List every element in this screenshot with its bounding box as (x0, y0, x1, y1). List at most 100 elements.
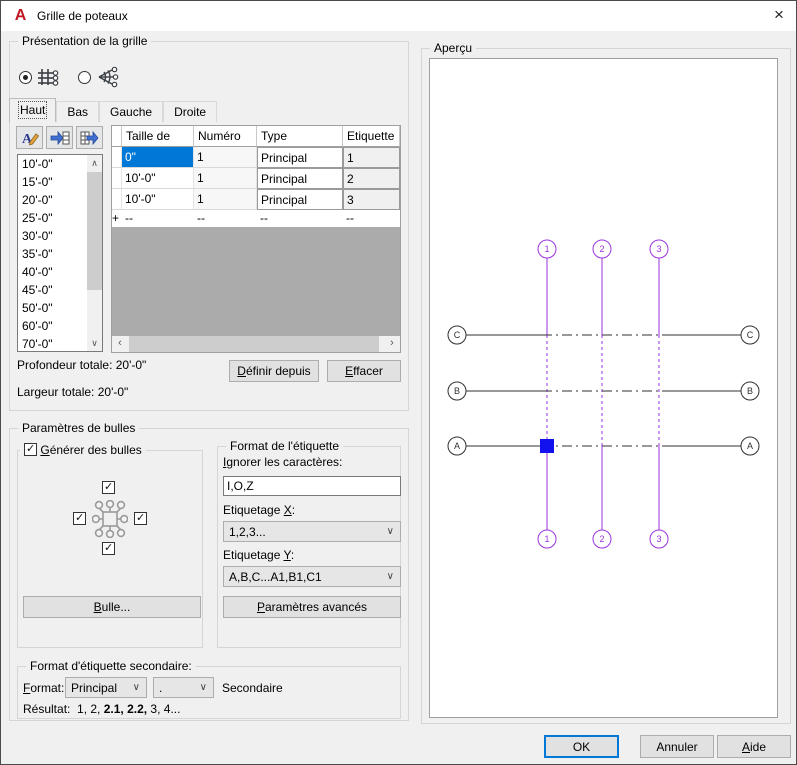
ignore-chars-input[interactable] (223, 476, 401, 496)
clear-button[interactable]: Effacer (327, 360, 401, 382)
radio-rectangular-grid[interactable] (19, 65, 60, 89)
list-item[interactable]: 20'-0" (22, 193, 53, 207)
cell-numero[interactable]: 1 (194, 168, 257, 189)
edit-label-button[interactable]: A (16, 126, 43, 149)
scroll-right-icon[interactable]: › (390, 337, 394, 349)
separator-combo[interactable]: . ∨ (153, 677, 214, 698)
list-item[interactable]: 25'-0" (22, 211, 53, 225)
grid-lines-table: Taille de Numéro Type Etiquette 0" 1 Pri… (111, 125, 401, 353)
svg-text:1: 1 (544, 244, 549, 254)
cell-etiquette[interactable]: 2 (343, 168, 400, 189)
close-icon[interactable]: × (774, 5, 784, 24)
cell-numero[interactable]: 1 (194, 147, 257, 168)
list-item[interactable]: 60'-0" (22, 319, 53, 333)
scroll-down-icon[interactable]: ∨ (91, 338, 98, 348)
add-spacing-button[interactable] (46, 126, 73, 149)
scroll-left-icon[interactable]: ‹ (118, 337, 122, 349)
list-item[interactable]: 15'-0" (22, 175, 53, 189)
secondary-label-title: Format d'étiquette secondaire: (26, 659, 196, 673)
cell-type[interactable]: -- (260, 211, 268, 225)
bubble-left-checkbox[interactable] (73, 511, 86, 525)
y-labeling-combo[interactable]: A,B,C...A1,B1,C1 ∨ (223, 566, 401, 587)
bubble-right-checkbox[interactable] (134, 511, 147, 525)
svg-text:1: 1 (544, 534, 549, 544)
cell-taille[interactable]: -- (125, 211, 133, 225)
scrollbar-thumb[interactable] (87, 172, 102, 290)
help-button[interactable]: Aide (717, 735, 791, 758)
autocad-logo-icon: A (14, 7, 27, 24)
tab-bas[interactable]: Bas (56, 101, 100, 122)
grid-type-radios (19, 65, 119, 89)
list-item[interactable]: 40'-0" (22, 265, 53, 279)
bubble-col-3-bottom (649, 529, 669, 549)
bubble-top-checkbox[interactable] (102, 480, 115, 494)
define-from-button[interactable]: Définir depuis (229, 360, 319, 382)
list-item[interactable]: 10'-0" (22, 157, 53, 171)
tab-droite[interactable]: Droite (163, 101, 218, 122)
cell-etiquette[interactable]: -- (346, 211, 354, 225)
table-arrow-out-icon (80, 130, 99, 145)
list-item[interactable]: 45'-0" (22, 283, 53, 297)
cancel-button[interactable]: Annuler (640, 735, 714, 758)
bulle-button[interactable]: Bulle... (23, 596, 201, 618)
svg-text:C: C (747, 330, 754, 340)
svg-text:A: A (22, 132, 33, 146)
arrow-into-table-icon (50, 130, 69, 145)
table-hscrollbar[interactable]: ‹ › (112, 336, 400, 352)
radio-radial-grid[interactable] (78, 65, 119, 89)
advanced-settings-button[interactable]: Paramètres avancés (223, 596, 401, 618)
cell-type[interactable]: Principal (257, 189, 343, 210)
scroll-up-icon[interactable]: ∧ (91, 158, 98, 168)
selection-grip[interactable] (540, 439, 554, 453)
label-format-title: Format de l'étiquette (226, 439, 344, 453)
cell-numero[interactable]: 1 (194, 189, 257, 210)
preview-title: Aperçu (430, 41, 477, 55)
x-labeling-label: Etiquetage X: (223, 503, 296, 517)
list-item[interactable]: 30'-0" (22, 229, 53, 243)
svg-text:B: B (454, 386, 460, 396)
list-item[interactable]: 35'-0" (22, 247, 53, 261)
svg-text:2: 2 (599, 534, 604, 544)
spacing-listbox[interactable]: 10'-0" 15'-0" 20'-0" 25'-0" 30'-0" 35'-0… (17, 154, 103, 352)
preview-canvas: 1 2 3 1 2 3 C C B B A A (429, 58, 778, 718)
bubble-bottom-checkbox[interactable] (102, 541, 115, 555)
table-row: 0" 1 Principal 1 (112, 147, 400, 168)
cell-etiquette[interactable]: 1 (343, 147, 400, 168)
cell-type[interactable]: Principal (257, 147, 343, 168)
chevron-down-icon: ∨ (386, 525, 394, 537)
letter-a-pencil-icon: A (22, 132, 39, 146)
cell-taille[interactable]: 0" (122, 147, 194, 168)
ok-button[interactable]: OK (544, 735, 619, 758)
x-labeling-combo[interactable]: 1,2,3... ∨ (223, 521, 401, 542)
scrollbar-thumb[interactable] (129, 336, 379, 352)
list-scrollbar[interactable]: ∧ ∨ (87, 155, 102, 351)
generate-bubbles-label: Générer des bulles (40, 443, 142, 457)
list-item[interactable]: 70'-0" (22, 337, 53, 351)
bubble-col-2-bottom (592, 529, 612, 549)
svg-text:2: 2 (599, 244, 604, 254)
table-new-row[interactable]: + -- -- -- -- (112, 210, 400, 227)
generate-bubbles-group: Générer des bulles (17, 442, 203, 648)
radio-rectangular-circle[interactable] (19, 70, 32, 84)
svg-text:A: A (747, 441, 753, 451)
format-combo[interactable]: Principal ∨ (65, 677, 147, 698)
remove-spacing-button[interactable] (76, 126, 103, 149)
tab-gauche[interactable]: Gauche (99, 101, 164, 122)
generate-bubbles-check-icon[interactable] (24, 442, 37, 456)
total-depth: Profondeur totale: 20'-0" (17, 358, 147, 372)
secondary-label-group: Format d'étiquette secondaire: (17, 659, 401, 719)
list-item[interactable]: 50'-0" (22, 301, 53, 315)
total-depth-value: 20'-0" (115, 358, 147, 372)
tab-haut[interactable]: Haut (9, 98, 57, 122)
cell-type[interactable]: Principal (257, 168, 343, 189)
grid-preview-drawing: 1 2 3 1 2 3 C C B B A A (447, 239, 760, 549)
cell-taille[interactable]: 10'-0" (122, 168, 194, 189)
radio-radial-circle[interactable] (78, 70, 91, 84)
result-line: Résultat: 1, 2, 2.1, 2.2, 3, 4... (23, 702, 181, 716)
cell-numero[interactable]: -- (197, 211, 205, 225)
svg-text:A: A (454, 441, 460, 451)
cell-etiquette[interactable]: 3 (343, 189, 400, 210)
cell-taille[interactable]: 10'-0" (122, 189, 194, 210)
generate-bubbles-checkbox[interactable]: Générer des bulles (20, 442, 146, 457)
